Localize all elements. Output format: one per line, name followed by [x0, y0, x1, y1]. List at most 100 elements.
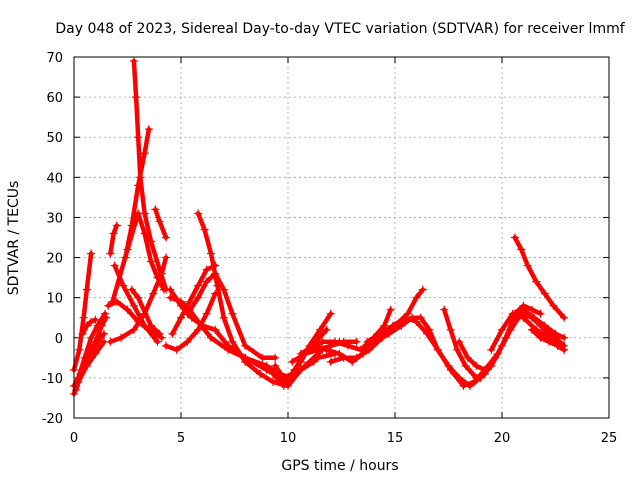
data-point — [510, 233, 519, 242]
data-point — [386, 305, 395, 314]
data-point — [75, 345, 84, 354]
series-line — [129, 287, 162, 337]
data-point — [194, 281, 203, 290]
x-tick-label: 15 — [387, 431, 404, 446]
data-point — [183, 337, 192, 346]
data-point — [258, 353, 267, 362]
data-point — [183, 309, 192, 318]
series-arc-16 — [162, 289, 220, 354]
data-point — [198, 321, 207, 330]
data-point — [72, 385, 81, 394]
data-point — [129, 301, 138, 310]
data-point — [262, 361, 271, 370]
data-point — [358, 345, 367, 354]
data-point — [134, 133, 143, 142]
data-point — [194, 325, 203, 334]
data-point — [157, 333, 166, 342]
data-point — [136, 173, 145, 182]
y-tick-label: 60 — [46, 91, 63, 106]
data-point — [290, 365, 299, 374]
data-point — [549, 301, 558, 310]
series-arc-15 — [151, 205, 171, 242]
data-point — [228, 337, 237, 346]
data-point — [97, 321, 106, 330]
data-point — [519, 313, 528, 322]
data-point — [162, 253, 171, 262]
data-point — [87, 333, 96, 342]
axis-ticks: 0 5 10 15 20 25 -20 -10 0 10 20 30 40 50 60 70 — [42, 51, 618, 446]
data-point — [129, 325, 138, 334]
data-point — [87, 249, 96, 258]
data-point — [401, 313, 410, 322]
data-point — [527, 305, 536, 314]
data-point — [532, 277, 541, 286]
series-line — [170, 263, 218, 337]
data-point — [517, 245, 526, 254]
data-point — [352, 337, 361, 346]
series-arc-34 — [527, 325, 569, 354]
data-point — [117, 333, 126, 342]
series-arc-21 — [183, 269, 280, 362]
data-point — [553, 341, 562, 350]
y-tick-label: 20 — [46, 252, 63, 267]
data-point — [256, 369, 265, 378]
data-point — [271, 353, 280, 362]
chart-title: Day 048 of 2023, Sidereal Day-to-day VTE… — [55, 21, 625, 37]
data-point — [134, 317, 143, 326]
plot-frame — [73, 56, 610, 419]
data-point — [455, 337, 464, 346]
data-point — [241, 341, 250, 350]
data-point — [109, 229, 118, 238]
data-point — [144, 125, 153, 134]
x-tick-label: 10 — [280, 431, 297, 446]
data-point — [162, 233, 171, 242]
data-point — [322, 345, 331, 354]
series-arc-06 — [78, 315, 100, 338]
data-point — [487, 345, 496, 354]
data-point — [147, 321, 156, 330]
data-point — [129, 57, 138, 66]
data-point — [202, 265, 211, 274]
data-point — [502, 333, 511, 342]
data-point — [172, 345, 181, 354]
data-point — [326, 309, 335, 318]
data-point — [224, 341, 233, 350]
data-point — [162, 341, 171, 350]
data-point — [134, 293, 143, 302]
data-point — [91, 337, 100, 346]
data-point — [91, 315, 100, 324]
data-point — [149, 289, 158, 298]
data-point — [177, 301, 185, 310]
data-point — [440, 305, 449, 314]
x-axis-label: GPS time / hours — [281, 458, 398, 474]
data-point — [91, 349, 100, 358]
data-point — [288, 357, 297, 366]
plot-area — [70, 57, 569, 398]
data-point — [545, 337, 554, 346]
data-point — [418, 285, 427, 294]
x-tick-label: 25 — [601, 431, 618, 446]
data-point — [527, 325, 536, 334]
data-point — [491, 353, 500, 362]
data-point — [472, 373, 481, 382]
data-point — [423, 329, 432, 338]
data-point — [519, 301, 528, 310]
y-tick-label: 40 — [46, 171, 63, 186]
data-point — [540, 289, 549, 298]
data-point — [219, 285, 228, 294]
data-point — [206, 249, 215, 258]
series-line — [80, 317, 98, 337]
data-point — [219, 313, 228, 322]
data-point — [127, 285, 136, 294]
data-point — [187, 313, 196, 322]
y-axis-label: SDTVAR / TECUs — [6, 181, 22, 296]
data-point — [241, 353, 250, 362]
series-arc-05 — [74, 337, 108, 386]
data-point — [480, 365, 489, 374]
data-point — [470, 377, 479, 386]
series-line — [270, 327, 329, 389]
data-point — [459, 381, 468, 390]
data-point — [412, 293, 421, 302]
series-line — [163, 291, 218, 353]
data-point — [206, 333, 215, 342]
